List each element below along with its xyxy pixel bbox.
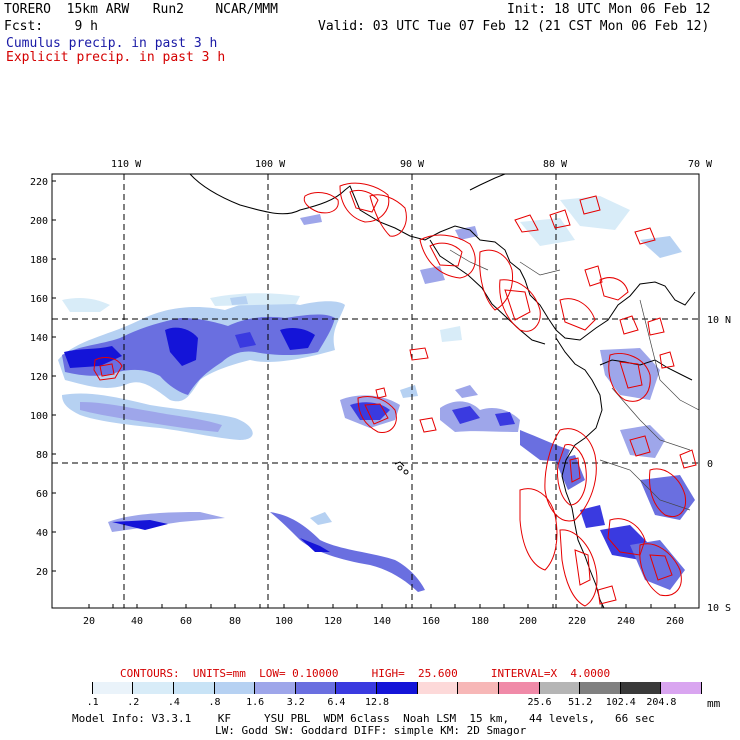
model-title: TORERO 15km ARW Run2 NCAR/MMM — [4, 2, 278, 17]
map-border — [51, 173, 700, 609]
colorbar-swatch — [498, 682, 540, 694]
y-tick-label: 220 — [30, 177, 48, 188]
explicit-precip-contours — [93, 182, 697, 607]
y-tick-label: 80 — [36, 450, 48, 461]
x-tick-label: 120 — [324, 616, 342, 627]
y-tick-label: 60 — [36, 489, 48, 500]
colorbar-label: 102.4 — [605, 697, 636, 708]
y-tick-label: 140 — [30, 333, 48, 344]
colorbar-label: .8 — [208, 697, 221, 708]
colorbar-swatch — [377, 682, 418, 694]
lon-label: 70 W — [688, 159, 713, 170]
x-tick-label: 180 — [471, 616, 489, 627]
lat-label: 10 S — [707, 603, 731, 614]
y-tick-label: 160 — [30, 294, 48, 305]
lat-lon-grid — [52, 174, 699, 608]
lon-label: 80 W — [543, 159, 568, 170]
forecast-hour: Fcst: 9 h — [4, 19, 98, 34]
x-tick-label: 160 — [422, 616, 440, 627]
y-tick-label: 20 — [36, 567, 48, 578]
legend-explicit: Explicit precip. in past 3 h — [6, 50, 226, 65]
colorbar-swatch — [661, 682, 702, 694]
model-info: Model Info: V3.3.1 KF YSU PBL WDM 6class… — [72, 712, 655, 725]
model-physics: LW: Godd SW: Goddard DIFF: simple KM: 2D… — [215, 724, 527, 737]
legend-cumulus: Cumulus precip. in past 3 h — [6, 36, 218, 51]
colorbar-label: 12.8 — [364, 697, 390, 708]
colorbar-swatch — [295, 682, 337, 694]
axis-ticks — [52, 180, 676, 608]
lat-label: 0 — [707, 459, 713, 470]
colorbar-label: 51.2 — [568, 697, 593, 708]
x-tick-label: 20 — [83, 616, 95, 627]
colorbar-swatch — [214, 682, 256, 694]
x-tick-label: 80 — [229, 616, 241, 627]
colorbar-units: mm — [707, 697, 721, 710]
y-tick-label: 200 — [30, 216, 48, 227]
colorbar-label: 25.6 — [527, 697, 552, 708]
x-tick-label: 100 — [275, 616, 293, 627]
x-tick-label: 240 — [617, 616, 635, 627]
colorbar-swatch — [52, 682, 93, 694]
country-borders — [449, 249, 699, 511]
x-tick-label: 260 — [666, 616, 684, 627]
colorbar-swatch — [417, 682, 459, 694]
colorbar-label: 6.4 — [327, 697, 346, 708]
colorbar-swatch — [173, 682, 215, 694]
lon-label: 90 W — [400, 159, 425, 170]
colorbar-label: .1 — [86, 697, 99, 708]
cumulus-precip-field — [58, 196, 695, 592]
colorbar-label: 1.6 — [246, 697, 265, 708]
colorbar-label: 204.8 — [646, 697, 677, 708]
x-tick-label: 140 — [373, 616, 391, 627]
colorbar-swatch — [539, 682, 581, 694]
x-tick-label: 60 — [180, 616, 192, 627]
colorbar-label: 3.2 — [286, 697, 305, 708]
lon-label: 100 W — [255, 159, 286, 170]
colorbar-label: .2 — [127, 697, 140, 708]
colorbar-swatch — [255, 682, 296, 694]
colorbar-label: .4 — [167, 697, 180, 708]
init-time: Init: 18 UTC Mon 06 Feb 12 — [507, 2, 711, 17]
y-tick-label: 40 — [36, 528, 48, 539]
colorbar-swatch — [92, 682, 134, 694]
y-tick-label: 100 — [30, 411, 48, 422]
colorbar-swatch — [336, 682, 377, 694]
x-tick-label: 200 — [519, 616, 537, 627]
valid-time: Valid: 03 UTC Tue 07 Feb 12 (21 CST Mon … — [318, 19, 710, 34]
lat-label: 10 N — [707, 315, 731, 326]
map-frame-bg — [52, 174, 699, 608]
lon-label: 110 W — [111, 159, 142, 170]
colorbar-swatch — [133, 682, 174, 694]
y-tick-label: 120 — [30, 372, 48, 383]
x-tick-label: 220 — [568, 616, 586, 627]
contours-info: CONTOURS: UNITS=mm LOW= 0.10000 HIGH= 25… — [120, 667, 611, 680]
colorbar-swatch — [458, 682, 499, 694]
y-tick-label: 180 — [30, 255, 48, 266]
colorbar-swatch — [620, 682, 662, 694]
colorbar-swatch — [580, 682, 621, 694]
x-tick-label: 40 — [131, 616, 143, 627]
